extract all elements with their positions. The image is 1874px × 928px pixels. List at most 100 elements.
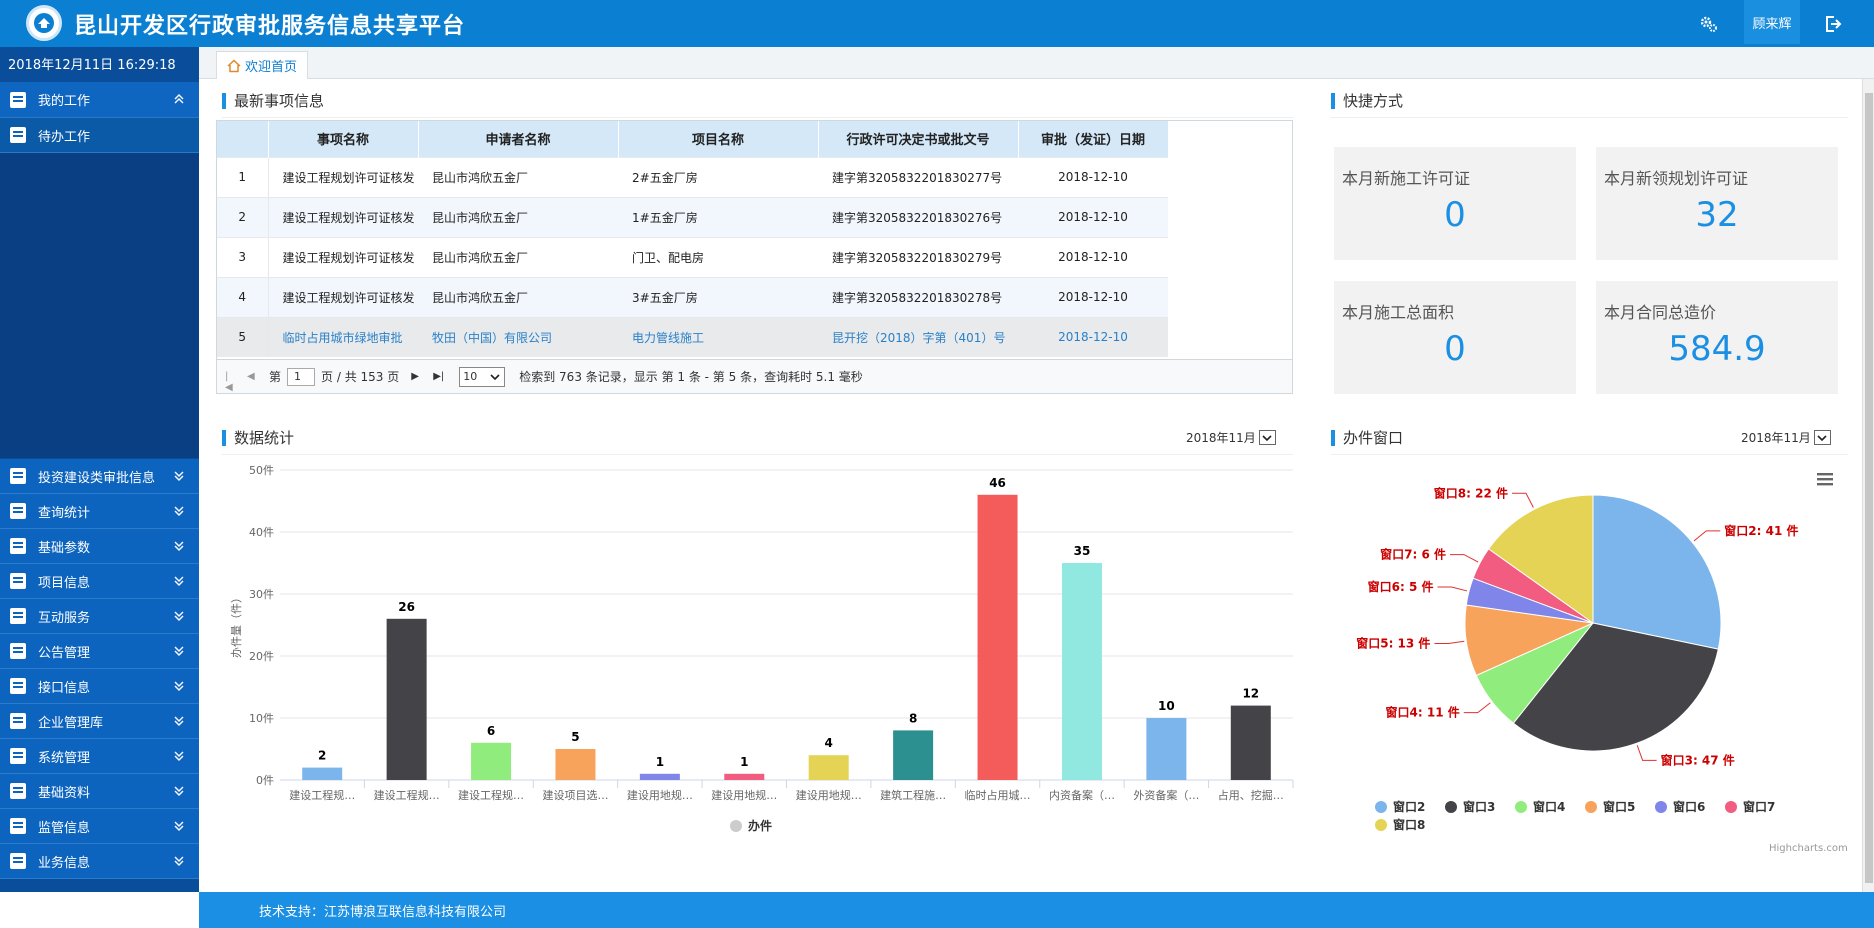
bar <box>977 494 1018 780</box>
windows-month-select[interactable]: 2018年11月 <box>1741 429 1831 446</box>
sidebar-item-announcements[interactable]: 公告管理 <box>0 634 199 669</box>
legend-marker <box>1725 801 1737 813</box>
table-row-selected[interactable]: 5 临时占用城市绿地审批 牧田（中国）有限公司 电力管线施工 昆开挖（2018）… <box>217 316 1168 357</box>
card-label: 本月新施工许可证 <box>1342 169 1471 188</box>
chart-menu-icon[interactable] <box>1815 470 1835 488</box>
tab-welcome[interactable]: 欢迎首页 <box>216 51 308 79</box>
row-number: 1 <box>217 156 269 197</box>
y-tick-label: 10件 <box>249 712 274 725</box>
shortcut-card-total-area[interactable]: 本月施工总面积 0 <box>1334 281 1576 394</box>
pie-slice <box>1487 494 1594 624</box>
legend-marker <box>730 820 742 832</box>
sidebar-item-business-info[interactable]: 业务信息 <box>0 844 199 879</box>
x-tick-label: 临时占用城… <box>965 788 1031 802</box>
legend-label: 窗口5 <box>1603 799 1635 814</box>
sidebar-item-base-data[interactable]: 基础资料 <box>0 774 199 809</box>
shortcut-card-contract-cost[interactable]: 本月合同总造价 584.9 <box>1596 281 1838 394</box>
legend-label: 窗口2 <box>1393 799 1425 814</box>
sidebar-item-project-info[interactable]: 项目信息 <box>0 564 199 599</box>
pie-slice <box>1592 494 1722 650</box>
cell-doc[interactable]: 昆开挖（2018）字第（401）号 <box>818 316 1018 357</box>
next-page-icon[interactable]: ▶ <box>411 370 419 382</box>
sidebar-my-work[interactable]: 我的工作 <box>0 82 199 117</box>
logo-emblem-icon <box>34 13 54 33</box>
first-page-icon[interactable]: |◀ <box>225 370 233 393</box>
bar-value-label: 2 <box>318 749 326 763</box>
cell-item: 建设工程规划许可证核发 <box>268 276 418 317</box>
cell-item[interactable]: 临时占用城市绿地审批 <box>268 316 418 357</box>
sidebar-item-interactive-service[interactable]: 互动服务 <box>0 599 199 634</box>
settings-gear-icon[interactable] <box>1695 10 1723 38</box>
bar <box>471 742 512 780</box>
logout-icon[interactable] <box>1819 10 1847 38</box>
chevron-down-icon <box>173 505 185 517</box>
latest-items-title: 最新事项信息 <box>222 90 1293 118</box>
table-row[interactable]: 3 建设工程规划许可证核发 昆山市鸿欣五金厂 门卫、配电房 建字第3205832… <box>217 236 1168 277</box>
card-label: 本月施工总面积 <box>1342 303 1455 322</box>
last-page-icon[interactable]: ▶| <box>433 370 445 382</box>
tools-icon <box>10 783 26 799</box>
cell-item: 建设工程规划许可证核发 <box>268 196 418 237</box>
stats-title: 数据统计 <box>222 427 1293 455</box>
page-number-input[interactable]: 1 <box>287 367 316 386</box>
document-icon <box>10 713 26 729</box>
page-scrollbar[interactable] <box>1862 79 1874 892</box>
cell-item: 建设工程规划许可证核发 <box>268 156 418 197</box>
sidebar-item-query-stats[interactable]: 查询统计 <box>0 494 199 529</box>
bar-value-label: 1 <box>656 755 664 769</box>
sidebar-item-investment[interactable]: 投资建设类审批信息 <box>0 459 199 494</box>
column-header[interactable]: 事项名称 <box>268 121 419 157</box>
cell-project[interactable]: 电力管线施工 <box>618 316 818 357</box>
page-size-select[interactable]: 10 <box>459 366 506 387</box>
highcharts-credit[interactable]: Highcharts.com <box>1769 843 1848 854</box>
cell-applicant[interactable]: 牧田（中国）有限公司 <box>418 316 618 357</box>
document-icon <box>10 538 26 554</box>
cell-doc: 建字第3205832201830276号 <box>818 196 1018 237</box>
sidebar-item-system-admin[interactable]: 系统管理 <box>0 739 199 774</box>
scrollbar-thumb[interactable] <box>1865 93 1873 883</box>
shortcut-card-new-planning[interactable]: 本月新领规划许可证 32 <box>1596 147 1838 260</box>
legend-label: 窗口6 <box>1673 799 1705 814</box>
stats-month-select[interactable]: 2018年11月 <box>1186 429 1276 446</box>
pie-connector <box>1693 530 1721 542</box>
chevron-down-icon <box>173 470 185 482</box>
user-name[interactable]: 顾来辉 <box>1744 0 1800 44</box>
card-label: 本月合同总造价 <box>1604 303 1717 322</box>
table-row[interactable]: 1 建设工程规划许可证核发 昆山市鸿欣五金厂 2#五金厂房 建字第3205832… <box>217 156 1168 197</box>
cell-doc: 建字第3205832201830277号 <box>818 156 1018 197</box>
sidebar-item-base-params[interactable]: 基础参数 <box>0 529 199 564</box>
sidebar-item-enterprise-db[interactable]: 企业管理库 <box>0 704 199 739</box>
column-header[interactable]: 审批（发证）日期 <box>1018 121 1169 157</box>
column-header[interactable]: 项目名称 <box>618 121 819 157</box>
table-row[interactable]: 4 建设工程规划许可证核发 昆山市鸿欣五金厂 3#五金厂房 建字第3205832… <box>217 276 1168 317</box>
legend-label: 办件 <box>748 818 772 833</box>
row-number: 4 <box>217 276 269 317</box>
sidebar-item-label: 业务信息 <box>38 855 91 871</box>
sidebar-item-interface-info[interactable]: 接口信息 <box>0 669 199 704</box>
prev-page-icon[interactable]: ◀ <box>247 370 255 382</box>
sidebar-item-label: 基础参数 <box>38 540 91 556</box>
chevron-down-icon <box>173 610 185 622</box>
table-row[interactable]: 2 建设工程规划许可证核发 昆山市鸿欣五金厂 1#五金厂房 建字第3205832… <box>217 196 1168 237</box>
x-tick-label: 建设工程规… <box>458 788 524 802</box>
sidebar-item-label: 监管信息 <box>38 820 91 836</box>
pie-slice <box>1512 622 1719 752</box>
bar <box>724 773 765 780</box>
bar-value-label: 12 <box>1242 687 1259 701</box>
column-header[interactable]: 申请者名称 <box>418 121 619 157</box>
sidebar-item-supervision[interactable]: 监管信息 <box>0 809 199 844</box>
cell-date[interactable]: 2018-12-10 <box>1018 316 1168 357</box>
latest-items-table: 事项名称 申请者名称 项目名称 行政许可决定书或批文号 审批（发证）日期 1 建… <box>216 120 1293 394</box>
pie-data-label: 窗口5: 13 件 <box>1356 635 1430 650</box>
bar <box>1061 563 1102 780</box>
shortcuts-title: 快捷方式 <box>1331 90 1848 118</box>
sidebar-todo[interactable]: 待办工作 <box>0 117 199 153</box>
shortcut-card-new-construction[interactable]: 本月新施工许可证 0 <box>1334 147 1576 260</box>
card-value: 0 <box>1444 195 1466 235</box>
bar <box>893 730 934 780</box>
y-tick-label: 30件 <box>249 588 274 601</box>
sidebar: 2018年12月11日 16:29:18 我的工作 待办工作 投资建设类审批信息… <box>0 47 199 892</box>
column-header[interactable]: 行政许可决定书或批文号 <box>818 121 1019 157</box>
footer-text: 技术支持：江苏博浪互联信息科技有限公司 <box>259 904 507 920</box>
